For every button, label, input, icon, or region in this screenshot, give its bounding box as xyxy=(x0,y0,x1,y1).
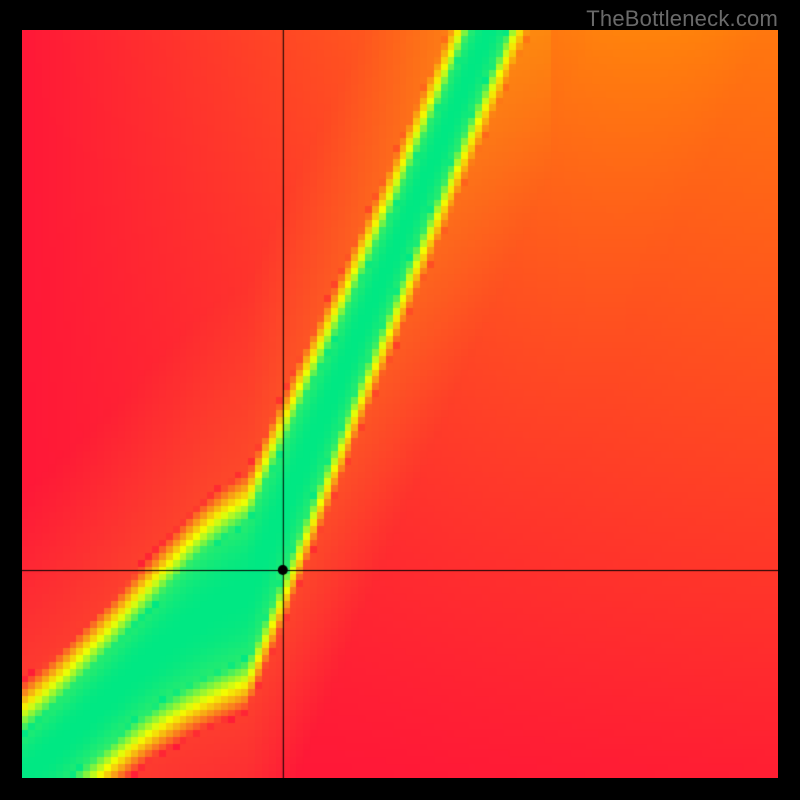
heatmap-plot xyxy=(22,30,778,778)
heatmap-canvas xyxy=(22,30,778,778)
watermark-text: TheBottleneck.com xyxy=(586,6,778,32)
figure-container: TheBottleneck.com xyxy=(0,0,800,800)
